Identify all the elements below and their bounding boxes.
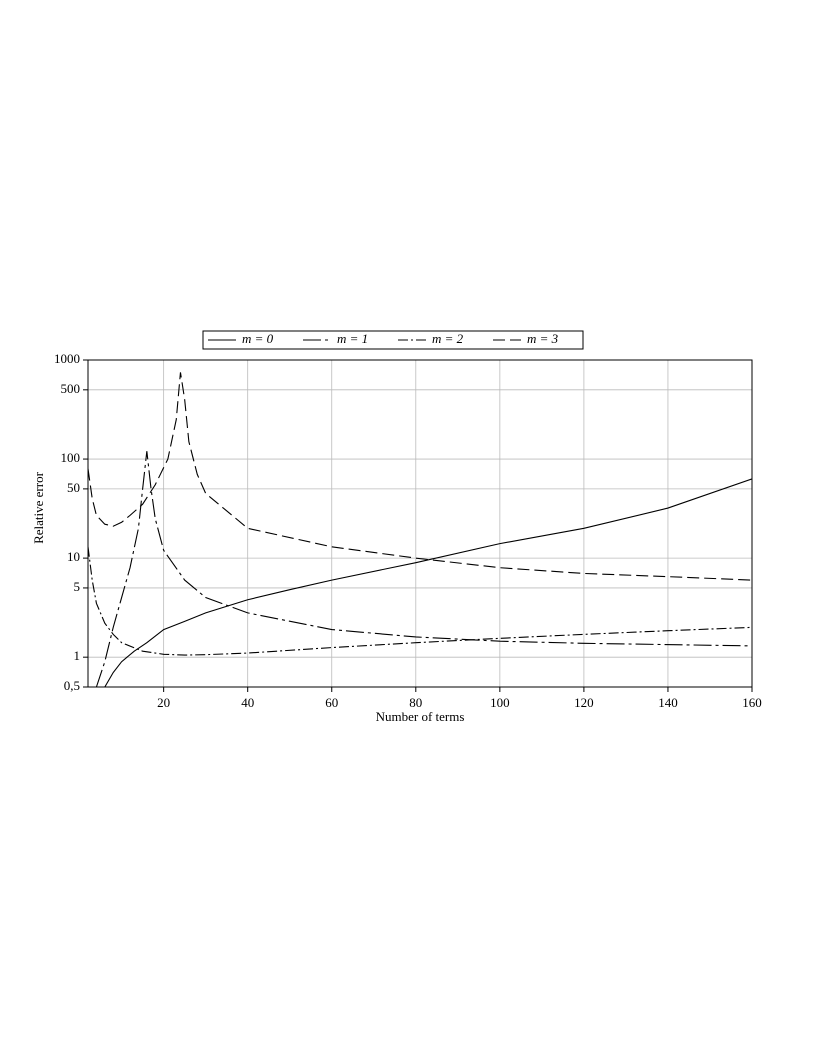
y-tick-label: 10 xyxy=(67,549,80,564)
x-tick-label: 160 xyxy=(742,695,762,710)
y-tick-label: 0,5 xyxy=(64,678,80,693)
x-axis-label: Number of terms xyxy=(376,709,465,724)
series-line xyxy=(88,372,752,581)
series-line xyxy=(104,478,752,687)
y-tick-label: 500 xyxy=(61,381,81,396)
legend-box xyxy=(202,330,584,350)
y-tick-label: 1 xyxy=(74,648,81,663)
legend-label: m = 2 xyxy=(432,331,464,346)
series-line xyxy=(88,546,752,656)
x-tick-label: 40 xyxy=(241,695,254,710)
legend-label: m = 1 xyxy=(337,331,368,346)
x-tick-label: 20 xyxy=(157,695,170,710)
x-tick-label: 60 xyxy=(325,695,338,710)
y-tick-label: 100 xyxy=(61,450,81,465)
legend-label: m = 0 xyxy=(242,331,274,346)
series-line xyxy=(95,451,752,687)
plot-frame xyxy=(87,359,753,688)
x-tick-label: 120 xyxy=(574,695,594,710)
y-tick-label: 1000 xyxy=(54,351,80,366)
y-tick-label: 50 xyxy=(67,480,80,495)
x-tick-label: 80 xyxy=(409,695,422,710)
y-tick-label: 5 xyxy=(74,579,81,594)
legend-label: m = 3 xyxy=(527,331,559,346)
y-axis-label: Relative error xyxy=(31,471,46,543)
x-tick-label: 100 xyxy=(490,695,510,710)
plot-area xyxy=(88,372,752,687)
x-tick-label: 140 xyxy=(658,695,678,710)
